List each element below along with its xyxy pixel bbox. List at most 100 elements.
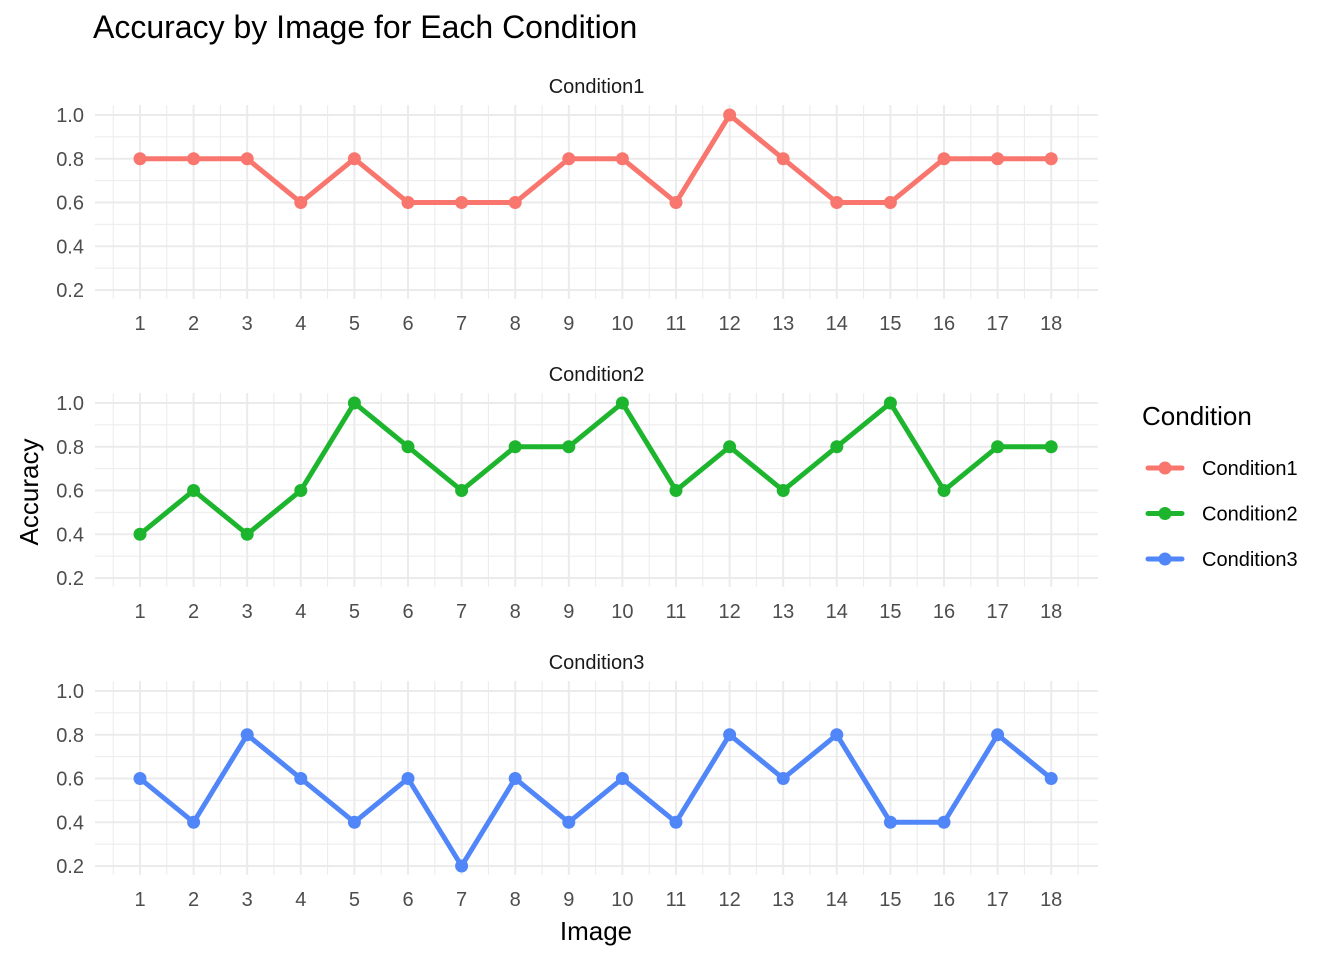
x-tick-label: 10 — [611, 313, 633, 335]
x-tick-label: 3 — [242, 313, 253, 335]
x-tick-label: 8 — [510, 313, 521, 335]
x-tick-label: 17 — [986, 889, 1008, 911]
legend-label: Condition3 — [1202, 549, 1298, 571]
data-point — [240, 152, 254, 166]
data-point — [991, 152, 1005, 166]
x-tick-label: 12 — [718, 313, 740, 335]
legend-key-point — [1158, 507, 1172, 520]
data-point — [830, 728, 844, 742]
data-point — [615, 396, 629, 410]
y-tick-label: 0.4 — [56, 236, 84, 258]
x-tick-label: 15 — [879, 601, 901, 623]
x-tick-label: 15 — [879, 313, 901, 335]
x-tick-label: 9 — [563, 889, 574, 911]
y-tick-label: 0.6 — [56, 481, 84, 503]
chart-title: Accuracy by Image for Each Condition — [93, 9, 637, 45]
data-point — [347, 396, 361, 410]
x-tick-label: 12 — [718, 889, 740, 911]
x-tick-label: 1 — [134, 601, 145, 623]
data-point — [937, 484, 951, 497]
data-point — [401, 772, 415, 785]
data-point — [830, 196, 844, 209]
legend-item-condition3: Condition3 — [1145, 549, 1298, 571]
legend-key-point — [1158, 552, 1172, 566]
x-tick-label: 1 — [134, 889, 145, 911]
x-tick-label: 16 — [933, 889, 955, 911]
x-tick-label: 15 — [879, 889, 901, 911]
data-point — [294, 196, 308, 209]
legend-label: Condition2 — [1202, 504, 1298, 526]
data-point — [401, 196, 415, 209]
data-point — [240, 728, 254, 742]
data-point — [883, 396, 897, 410]
x-tick-label: 4 — [295, 313, 306, 335]
data-point — [401, 440, 415, 454]
x-tick-label: 3 — [242, 889, 253, 911]
legend-item-condition1: Condition1 — [1145, 458, 1298, 480]
data-point — [347, 815, 361, 829]
x-tick-label: 7 — [456, 313, 467, 335]
x-tick-label: 13 — [772, 889, 794, 911]
x-tick-label: 18 — [1040, 601, 1062, 623]
x-tick-label: 6 — [402, 889, 413, 911]
data-point — [883, 815, 897, 829]
facet-strip-label: Condition2 — [549, 364, 645, 386]
y-axis-title: Accuracy — [14, 439, 44, 546]
y-tick-label: 1.0 — [56, 393, 84, 415]
facet-strip-label: Condition3 — [549, 652, 645, 674]
x-tick-label: 3 — [242, 601, 253, 623]
data-point — [723, 440, 737, 454]
x-tick-label: 8 — [510, 889, 521, 911]
x-tick-label: 1 — [134, 313, 145, 335]
y-tick-label: 0.4 — [56, 812, 84, 834]
legend-label: Condition1 — [1202, 458, 1298, 480]
data-point — [937, 815, 951, 829]
x-tick-label: 17 — [986, 601, 1008, 623]
data-point — [830, 440, 844, 454]
data-point — [723, 728, 737, 742]
data-point — [133, 772, 147, 785]
x-tick-label: 14 — [826, 889, 848, 911]
x-tick-label: 18 — [1040, 313, 1062, 335]
x-tick-label: 11 — [666, 889, 687, 911]
x-tick-label: 5 — [349, 889, 360, 911]
x-tick-label: 2 — [188, 889, 199, 911]
data-point — [669, 196, 683, 209]
x-tick-label: 14 — [826, 313, 848, 335]
y-tick-label: 0.2 — [56, 568, 84, 590]
data-point — [455, 196, 469, 209]
series-line-condition3 — [137, 732, 1054, 869]
x-tick-label: 16 — [933, 313, 955, 335]
x-tick-label: 11 — [666, 313, 687, 335]
data-point — [937, 152, 951, 166]
x-tick-label: 11 — [666, 601, 687, 623]
y-tick-label: 0.8 — [56, 725, 84, 747]
data-point — [723, 108, 737, 122]
x-tick-label: 10 — [611, 889, 633, 911]
x-tick-label: 6 — [402, 313, 413, 335]
y-tick-label: 0.4 — [56, 524, 84, 546]
data-point — [294, 484, 308, 497]
x-tick-label: 16 — [933, 601, 955, 623]
data-point — [776, 152, 790, 166]
y-tick-label: 0.6 — [56, 193, 84, 215]
data-point — [776, 484, 790, 497]
data-point — [508, 196, 522, 209]
y-tick-label: 0.2 — [56, 856, 84, 878]
data-point — [562, 815, 576, 829]
data-point — [669, 484, 683, 497]
x-tick-label: 9 — [563, 601, 574, 623]
x-tick-label: 10 — [611, 601, 633, 623]
x-tick-label: 12 — [718, 601, 740, 623]
data-point — [615, 152, 629, 166]
data-point — [562, 440, 576, 454]
x-tick-label: 18 — [1040, 889, 1062, 911]
y-tick-label: 1.0 — [56, 105, 84, 127]
data-point — [133, 152, 147, 166]
x-tick-label: 7 — [456, 889, 467, 911]
x-tick-label: 9 — [563, 313, 574, 335]
data-point — [133, 527, 147, 541]
data-point — [991, 728, 1005, 742]
